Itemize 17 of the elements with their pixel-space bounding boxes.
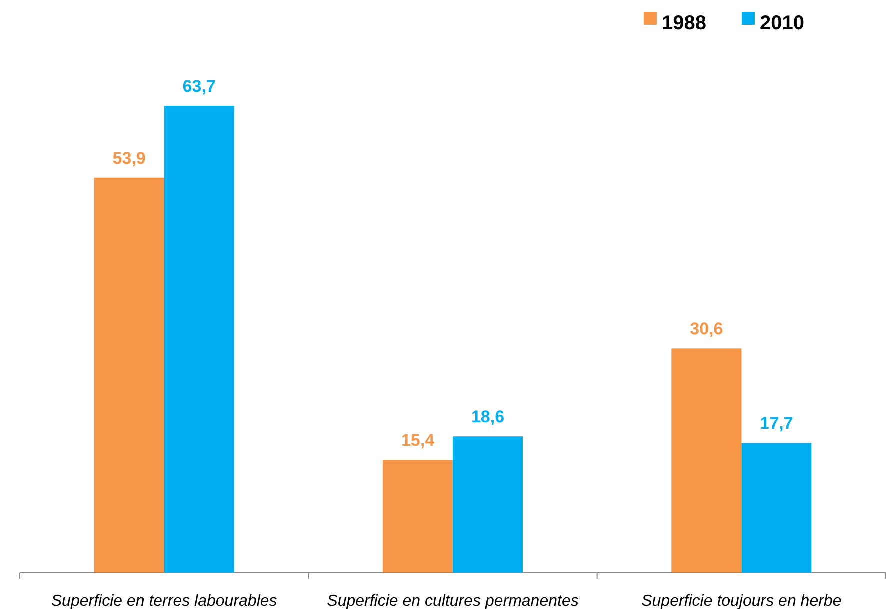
data-label: 18,6	[471, 408, 505, 427]
bar	[164, 106, 234, 573]
data-label: 17,7	[760, 414, 794, 434]
legend-label: 2010	[760, 12, 804, 34]
bar	[383, 460, 453, 573]
bar	[94, 178, 164, 573]
x-tick-label: Superficie en terres labourables	[51, 593, 278, 609]
legend-label: 1988	[662, 12, 706, 34]
x-tick-label: Superficie en cultures permanentes	[327, 593, 579, 609]
bar	[672, 348, 742, 573]
data-label: 63,7	[182, 77, 216, 96]
data-label: 53,9	[112, 148, 146, 168]
data-label: 15,4	[401, 431, 436, 450]
bar	[453, 436, 523, 573]
bar	[742, 443, 812, 573]
x-tick-label: Superficie toujours en herbe	[642, 593, 842, 609]
data-label: 30,6	[690, 320, 724, 339]
